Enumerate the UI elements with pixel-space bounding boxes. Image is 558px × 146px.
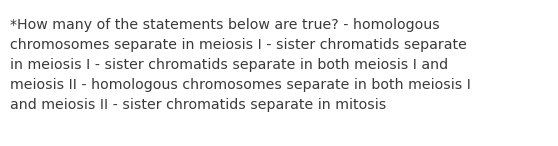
Text: *How many of the statements below are true? - homologous
chromosomes separate in: *How many of the statements below are tr…	[10, 18, 471, 112]
